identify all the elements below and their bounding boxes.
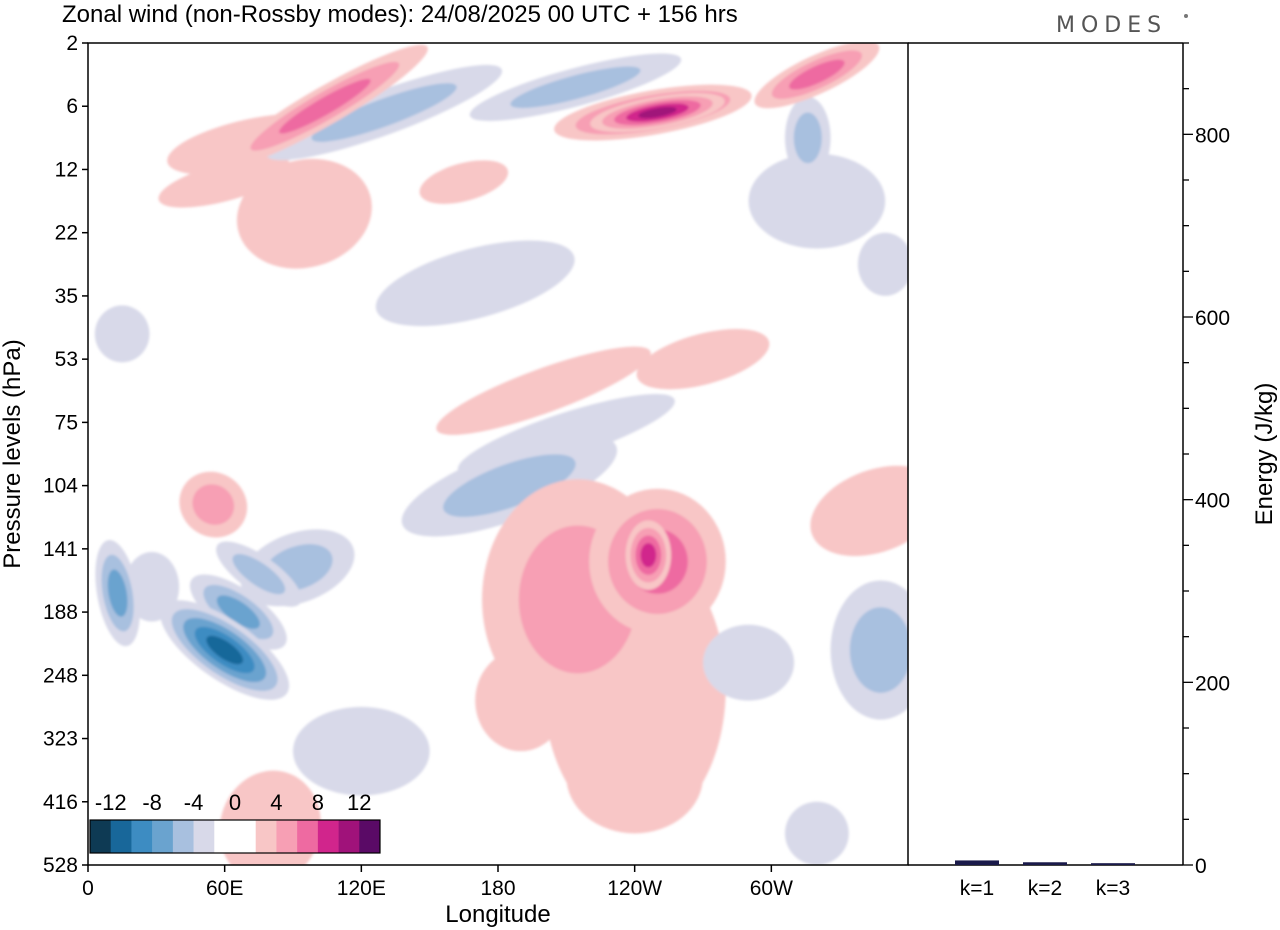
contour-blob-11-level-0 (703, 624, 795, 701)
contour-blobs (94, 43, 908, 865)
y-tick-label: 188 (43, 601, 78, 624)
colorbar-bin (172, 820, 194, 853)
x-tick-label: 0 (82, 877, 94, 900)
colorbar-bin (297, 820, 319, 853)
contour-blob-24-level-1 (232, 554, 286, 595)
contour-blob-7-level-0 (436, 346, 651, 435)
colorbar-bin (338, 820, 360, 853)
contour-blob-36-level-4 (206, 635, 244, 665)
colorbar-bin (193, 820, 215, 853)
colorbar-bin (110, 820, 132, 853)
colorbar-bin (235, 820, 257, 853)
contour-blob-3-level-0 (810, 465, 908, 557)
energy-bar-k=1 (955, 860, 999, 865)
energy-tick-label: 600 (1195, 307, 1230, 330)
energy-category-label: k=3 (1096, 877, 1130, 900)
colorbar-bin (131, 820, 153, 853)
colorbar-tick-label: 0 (229, 790, 241, 815)
x-axis-label: Longitude (445, 901, 550, 928)
contour-blob-31-level-2 (279, 78, 371, 134)
y-tick-label: 248 (43, 664, 78, 687)
y-tick-label: 323 (43, 728, 78, 751)
brand-mark-icon (1184, 14, 1188, 18)
energy-tick-label: 400 (1195, 490, 1230, 513)
y-tick-label: 416 (43, 791, 78, 814)
colorbar-bin (152, 820, 174, 853)
colorbar-bin (359, 820, 381, 853)
energy-tick-label: 800 (1195, 124, 1230, 147)
energy-tick-label: 200 (1195, 672, 1230, 695)
x-tick-label: 60E (206, 877, 243, 900)
colorbar-bin (90, 820, 112, 853)
energy-category-label: k=2 (1028, 877, 1062, 900)
x-tick-label: 120W (607, 877, 662, 900)
y-tick-label: 528 (43, 854, 78, 877)
contour-blob-26-level-1 (510, 66, 641, 109)
y-tick-label: 75 (55, 411, 78, 434)
y-tick-label: 141 (43, 538, 78, 561)
energy-panel: 0 200 400 600 800 k=1 k=2 k=3 Energy (J/kg) (908, 42, 1278, 900)
colorbar-tick-label: -8 (142, 790, 162, 815)
contour-field (87, 42, 909, 866)
contour-blob-9-level-0 (566, 719, 704, 834)
colorbar-labels: -12 -8 -4 0 4 8 12 (95, 790, 372, 815)
x-tick-label: 120E (337, 877, 386, 900)
colorbar-tick-label: 12 (347, 790, 371, 815)
chart-title: Zonal wind (non-Rossby modes): 24/08/202… (62, 1, 738, 28)
contour-blob-23-level-1 (311, 83, 457, 142)
colorbar-frame (89, 819, 381, 854)
y-tick-label: 53 (55, 348, 78, 371)
colorbar-tick-label: 4 (270, 790, 282, 815)
y-tick-label: 104 (43, 475, 78, 498)
x-tick-label: 180 (480, 877, 515, 900)
colorbar-bin (214, 820, 236, 853)
contour-blob-15-level-0 (857, 232, 908, 296)
contour-blob-25-level-1 (849, 607, 908, 693)
colorbar-tick-label: -4 (184, 790, 204, 815)
contour-blob-37-level-4 (638, 106, 677, 119)
contour-blob-34-level-3 (640, 543, 657, 568)
x-tick-label: 60W (750, 877, 793, 900)
x-axis-longitude: 0 60E 120E 180 120W 60W (82, 865, 793, 900)
y-axis-label: Pressure levels (hPa) (0, 339, 26, 568)
contour-blob-32-level-2 (789, 59, 845, 90)
energy-bars: k=1 k=2 k=3 (955, 860, 1135, 900)
contour-blob-17-level-0 (419, 160, 509, 204)
y-tick-label: 35 (55, 285, 78, 308)
contour-blob-28-level-1 (192, 484, 235, 525)
y-axis-pressure: 2 6 12 22 35 53 75 104 141 188 248 323 416 528 (43, 32, 88, 877)
contour-blob-29-level-2 (107, 569, 128, 617)
colorbar-bins (90, 820, 381, 853)
contour-blob-12-level-0 (293, 706, 430, 796)
colorbar: -12 -8 -4 0 4 8 12 (89, 790, 381, 854)
y-tick-label: 2 (66, 32, 78, 55)
colorbar-tick-label: 8 (312, 790, 324, 815)
energy-bar-k=2 (1023, 862, 1067, 865)
colorbar-bin (255, 820, 277, 853)
contour-blob-16-level-0 (158, 156, 291, 208)
colorbar-bin (317, 820, 339, 853)
energy-axis-label: Energy (J/kg) (1251, 383, 1278, 526)
energy-axis-ticks: 0 200 400 600 800 (1183, 42, 1230, 878)
energy-bar-k=3 (1091, 863, 1135, 865)
energy-tick-label: 0 (1195, 855, 1207, 878)
y-tick-label: 12 (55, 158, 78, 181)
energy-category-label: k=1 (960, 877, 994, 900)
contour-blob-18-level-0 (236, 158, 372, 269)
contour-blob-21-level-1 (443, 454, 576, 517)
y-tick-label: 6 (66, 95, 78, 118)
contour-blob-33-level-2 (216, 595, 260, 629)
colorbar-bin (276, 820, 298, 853)
contour-blob-14-level-0 (94, 305, 150, 363)
contour-blob-5-level-0 (748, 153, 886, 249)
colorbar-tick-label: -12 (95, 790, 127, 815)
contour-blob-13-level-0 (785, 801, 849, 865)
y-tick-label: 22 (55, 222, 78, 245)
contour-blob-6-level-0 (636, 328, 770, 390)
contour-blob-27-level-1 (793, 112, 822, 164)
contour-blob-19-level-0 (375, 240, 575, 327)
brand-logo: MODES (1056, 13, 1167, 38)
